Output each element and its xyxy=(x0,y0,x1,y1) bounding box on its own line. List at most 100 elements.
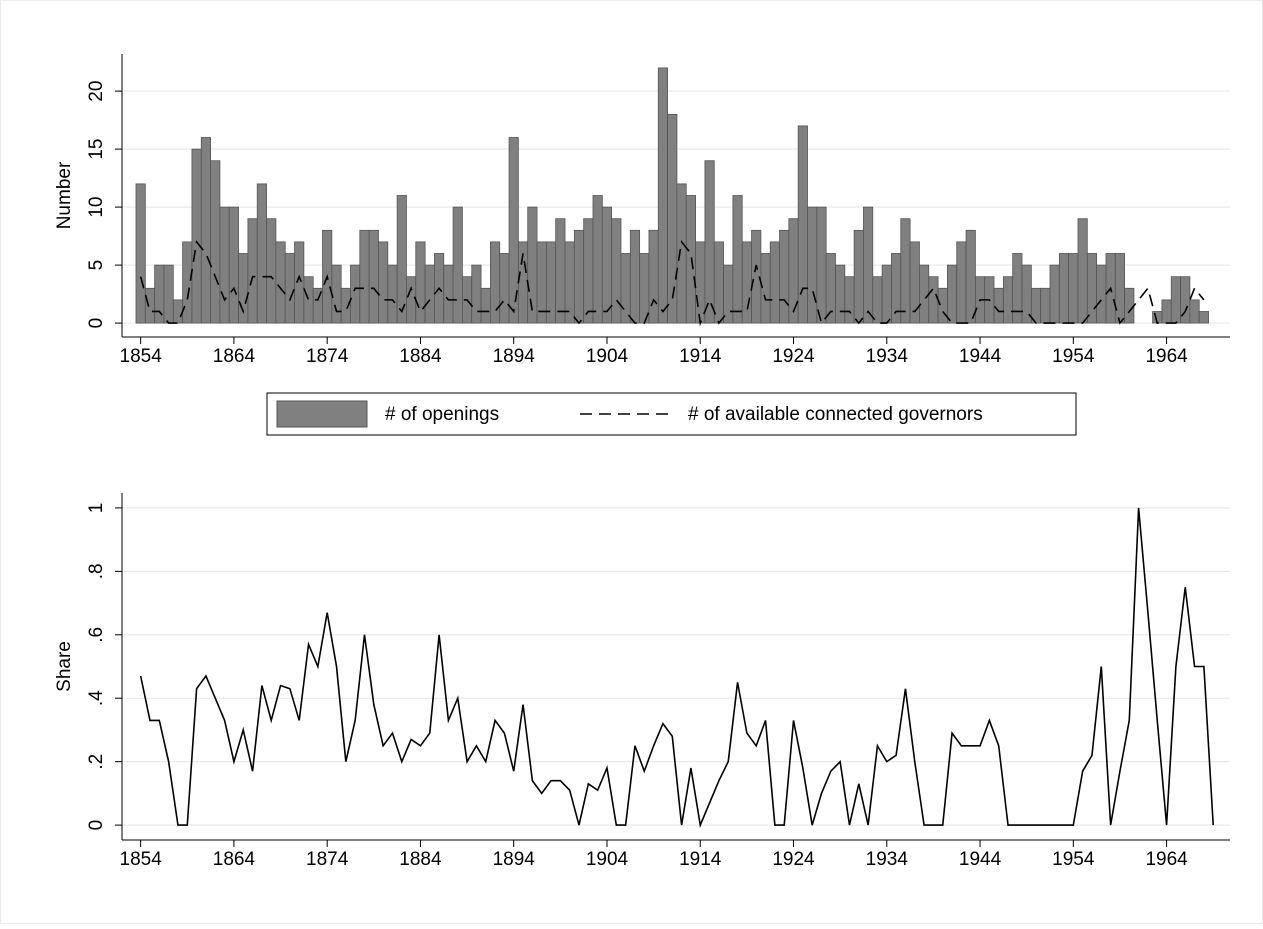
bar xyxy=(163,264,174,324)
bar xyxy=(723,264,734,324)
bar xyxy=(583,218,594,324)
bar xyxy=(611,218,622,324)
y-tick-label: 15 xyxy=(86,139,107,160)
bar xyxy=(1068,253,1079,324)
x-tick-label: 1914 xyxy=(679,346,722,367)
bar xyxy=(1161,299,1172,324)
x-tick-label: 1924 xyxy=(772,346,815,367)
bar xyxy=(732,195,743,324)
x-tick-label: 1944 xyxy=(959,849,1002,870)
x-tick-label: 1904 xyxy=(586,849,629,870)
y-tick-label: 0 xyxy=(86,820,107,831)
bar xyxy=(303,276,314,324)
bar xyxy=(816,206,827,324)
x-tick-label: 1894 xyxy=(493,346,536,367)
bar xyxy=(350,264,361,324)
bar xyxy=(760,253,771,324)
x-tick-label: 1914 xyxy=(679,849,722,870)
bar xyxy=(1170,276,1181,324)
bar xyxy=(657,67,669,324)
bar xyxy=(415,241,426,324)
bar xyxy=(471,264,482,324)
bar xyxy=(648,229,659,324)
bar xyxy=(601,206,613,324)
bar xyxy=(695,241,706,324)
bar xyxy=(676,183,687,324)
legend-label: # of openings xyxy=(385,404,499,425)
y-tick-label: .2 xyxy=(86,754,107,770)
bar xyxy=(443,264,454,324)
y-axis-label: Share xyxy=(54,641,75,692)
bar xyxy=(396,195,407,324)
bar xyxy=(965,229,976,324)
bar xyxy=(881,264,892,324)
bar xyxy=(331,264,342,324)
y-axis-label: Number xyxy=(54,161,75,229)
bar xyxy=(424,264,435,324)
bar xyxy=(1058,253,1070,324)
bar xyxy=(639,253,650,324)
y-tick-label: 5 xyxy=(86,260,107,271)
bar xyxy=(144,287,156,324)
bar xyxy=(807,206,818,324)
bar xyxy=(741,241,752,324)
x-tick-label: 1884 xyxy=(399,849,442,870)
x-tick-label: 1964 xyxy=(1145,346,1188,367)
bar xyxy=(135,183,146,324)
bar xyxy=(620,253,631,324)
bar xyxy=(555,218,566,324)
bar xyxy=(956,241,967,324)
bar xyxy=(1049,264,1060,324)
y-tick-label: .4 xyxy=(86,690,107,706)
bar xyxy=(340,287,351,324)
bar xyxy=(508,137,519,324)
bar xyxy=(1124,287,1135,324)
bar xyxy=(704,160,715,324)
bar xyxy=(406,276,417,324)
bar xyxy=(256,183,267,324)
bar xyxy=(452,206,463,324)
bar xyxy=(1189,299,1200,324)
x-tick-label: 1864 xyxy=(213,849,256,870)
bar xyxy=(1086,253,1098,324)
legend-swatch xyxy=(276,400,368,428)
bar xyxy=(480,287,491,324)
bar xyxy=(284,253,295,324)
legend-box xyxy=(266,392,1077,436)
x-tick-label: 1954 xyxy=(1052,346,1095,367)
bar xyxy=(937,287,948,324)
bar xyxy=(368,229,379,324)
y-tick-label: 1 xyxy=(86,503,107,514)
bar xyxy=(592,195,603,324)
bar xyxy=(182,241,193,324)
bar xyxy=(1077,218,1088,324)
x-tick-label: 1924 xyxy=(772,849,815,870)
series-line xyxy=(139,239,1205,327)
bar xyxy=(788,218,799,324)
bar xyxy=(900,218,911,324)
x-tick-label: 1934 xyxy=(866,346,909,367)
bar xyxy=(490,241,501,324)
bar xyxy=(266,218,277,324)
bar xyxy=(191,148,202,324)
bar xyxy=(947,264,958,324)
x-tick-label: 1894 xyxy=(493,849,536,870)
y-tick-label: .6 xyxy=(86,627,107,643)
x-tick-label: 1964 xyxy=(1145,849,1188,870)
y-tick-label: 0 xyxy=(86,318,107,329)
x-tick-label: 1934 xyxy=(866,849,909,870)
bar xyxy=(928,276,939,324)
bar xyxy=(219,206,230,324)
bar xyxy=(378,241,389,324)
bar xyxy=(713,241,724,324)
bar xyxy=(1012,253,1023,324)
y-tick-label: 20 xyxy=(86,81,107,102)
bar xyxy=(499,253,510,324)
x-tick-label: 1944 xyxy=(959,346,1002,367)
bar xyxy=(872,276,883,324)
bar xyxy=(853,229,864,324)
bar xyxy=(1040,287,1051,324)
bar xyxy=(228,206,239,324)
x-tick-label: 1864 xyxy=(213,346,256,367)
